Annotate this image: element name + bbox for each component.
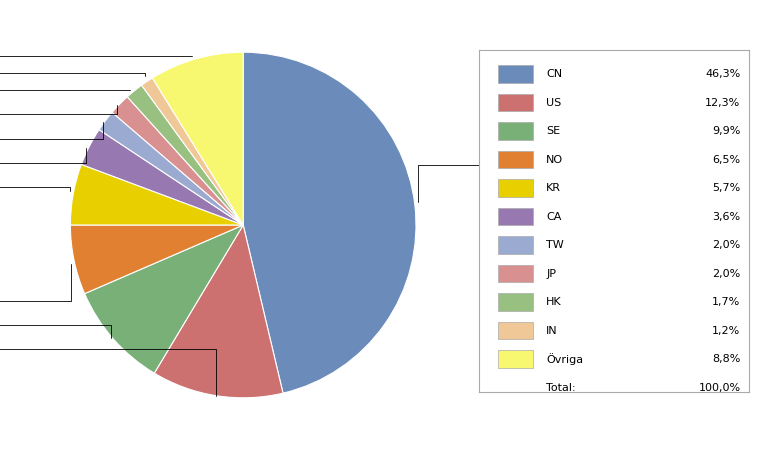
Wedge shape <box>84 225 243 373</box>
Text: 5,7%: 5,7% <box>712 183 740 193</box>
Text: US: US <box>546 98 562 108</box>
Text: CN: CN <box>546 69 562 79</box>
Text: Övriga: Övriga <box>546 353 584 365</box>
Text: IN: IN <box>546 325 558 336</box>
Bar <box>498 65 533 83</box>
Bar <box>498 236 533 254</box>
Text: IN: IN <box>0 68 145 78</box>
Text: 2,0%: 2,0% <box>712 269 740 279</box>
Text: 46,3%: 46,3% <box>705 69 740 79</box>
Wedge shape <box>81 130 243 225</box>
Text: KR: KR <box>546 183 561 193</box>
Text: JP: JP <box>546 269 556 279</box>
Text: 1,2%: 1,2% <box>712 325 740 336</box>
Text: 12,3%: 12,3% <box>705 98 740 108</box>
Text: 2,0%: 2,0% <box>712 240 740 250</box>
Bar <box>498 322 533 339</box>
Text: NO: NO <box>546 154 563 165</box>
Text: Total:: Total: <box>546 382 576 392</box>
Bar <box>498 94 533 111</box>
Text: 9,9%: 9,9% <box>712 126 740 136</box>
Text: 3,6%: 3,6% <box>712 212 740 221</box>
Wedge shape <box>141 78 243 225</box>
Text: SE: SE <box>546 126 560 136</box>
Text: TW: TW <box>546 240 564 250</box>
Text: US: US <box>0 344 216 396</box>
Text: SE: SE <box>0 320 111 338</box>
Text: CN: CN <box>418 159 509 202</box>
Text: JP: JP <box>0 105 117 119</box>
Text: TW: TW <box>0 122 103 144</box>
Text: Övriga: Övriga <box>0 50 192 62</box>
Bar <box>498 122 533 140</box>
Wedge shape <box>99 112 243 225</box>
Text: HK: HK <box>546 297 562 307</box>
Bar <box>498 293 533 311</box>
Text: CA: CA <box>546 212 562 221</box>
Wedge shape <box>243 52 416 393</box>
Bar <box>498 207 533 225</box>
Wedge shape <box>153 52 243 225</box>
Text: HK: HK <box>0 85 130 95</box>
Bar <box>498 265 533 282</box>
Wedge shape <box>128 85 243 225</box>
Wedge shape <box>71 164 243 225</box>
Text: 6,5%: 6,5% <box>712 154 740 165</box>
Wedge shape <box>71 225 243 294</box>
Wedge shape <box>154 225 283 398</box>
Text: 1,7%: 1,7% <box>712 297 740 307</box>
Text: 100,0%: 100,0% <box>698 382 740 392</box>
Text: CA: CA <box>0 148 86 168</box>
Text: 8,8%: 8,8% <box>712 354 740 364</box>
Bar <box>498 350 533 368</box>
Text: KR: KR <box>0 182 70 192</box>
Bar <box>498 179 533 197</box>
Text: NO: NO <box>0 264 71 306</box>
Bar <box>498 151 533 168</box>
Wedge shape <box>112 97 243 225</box>
